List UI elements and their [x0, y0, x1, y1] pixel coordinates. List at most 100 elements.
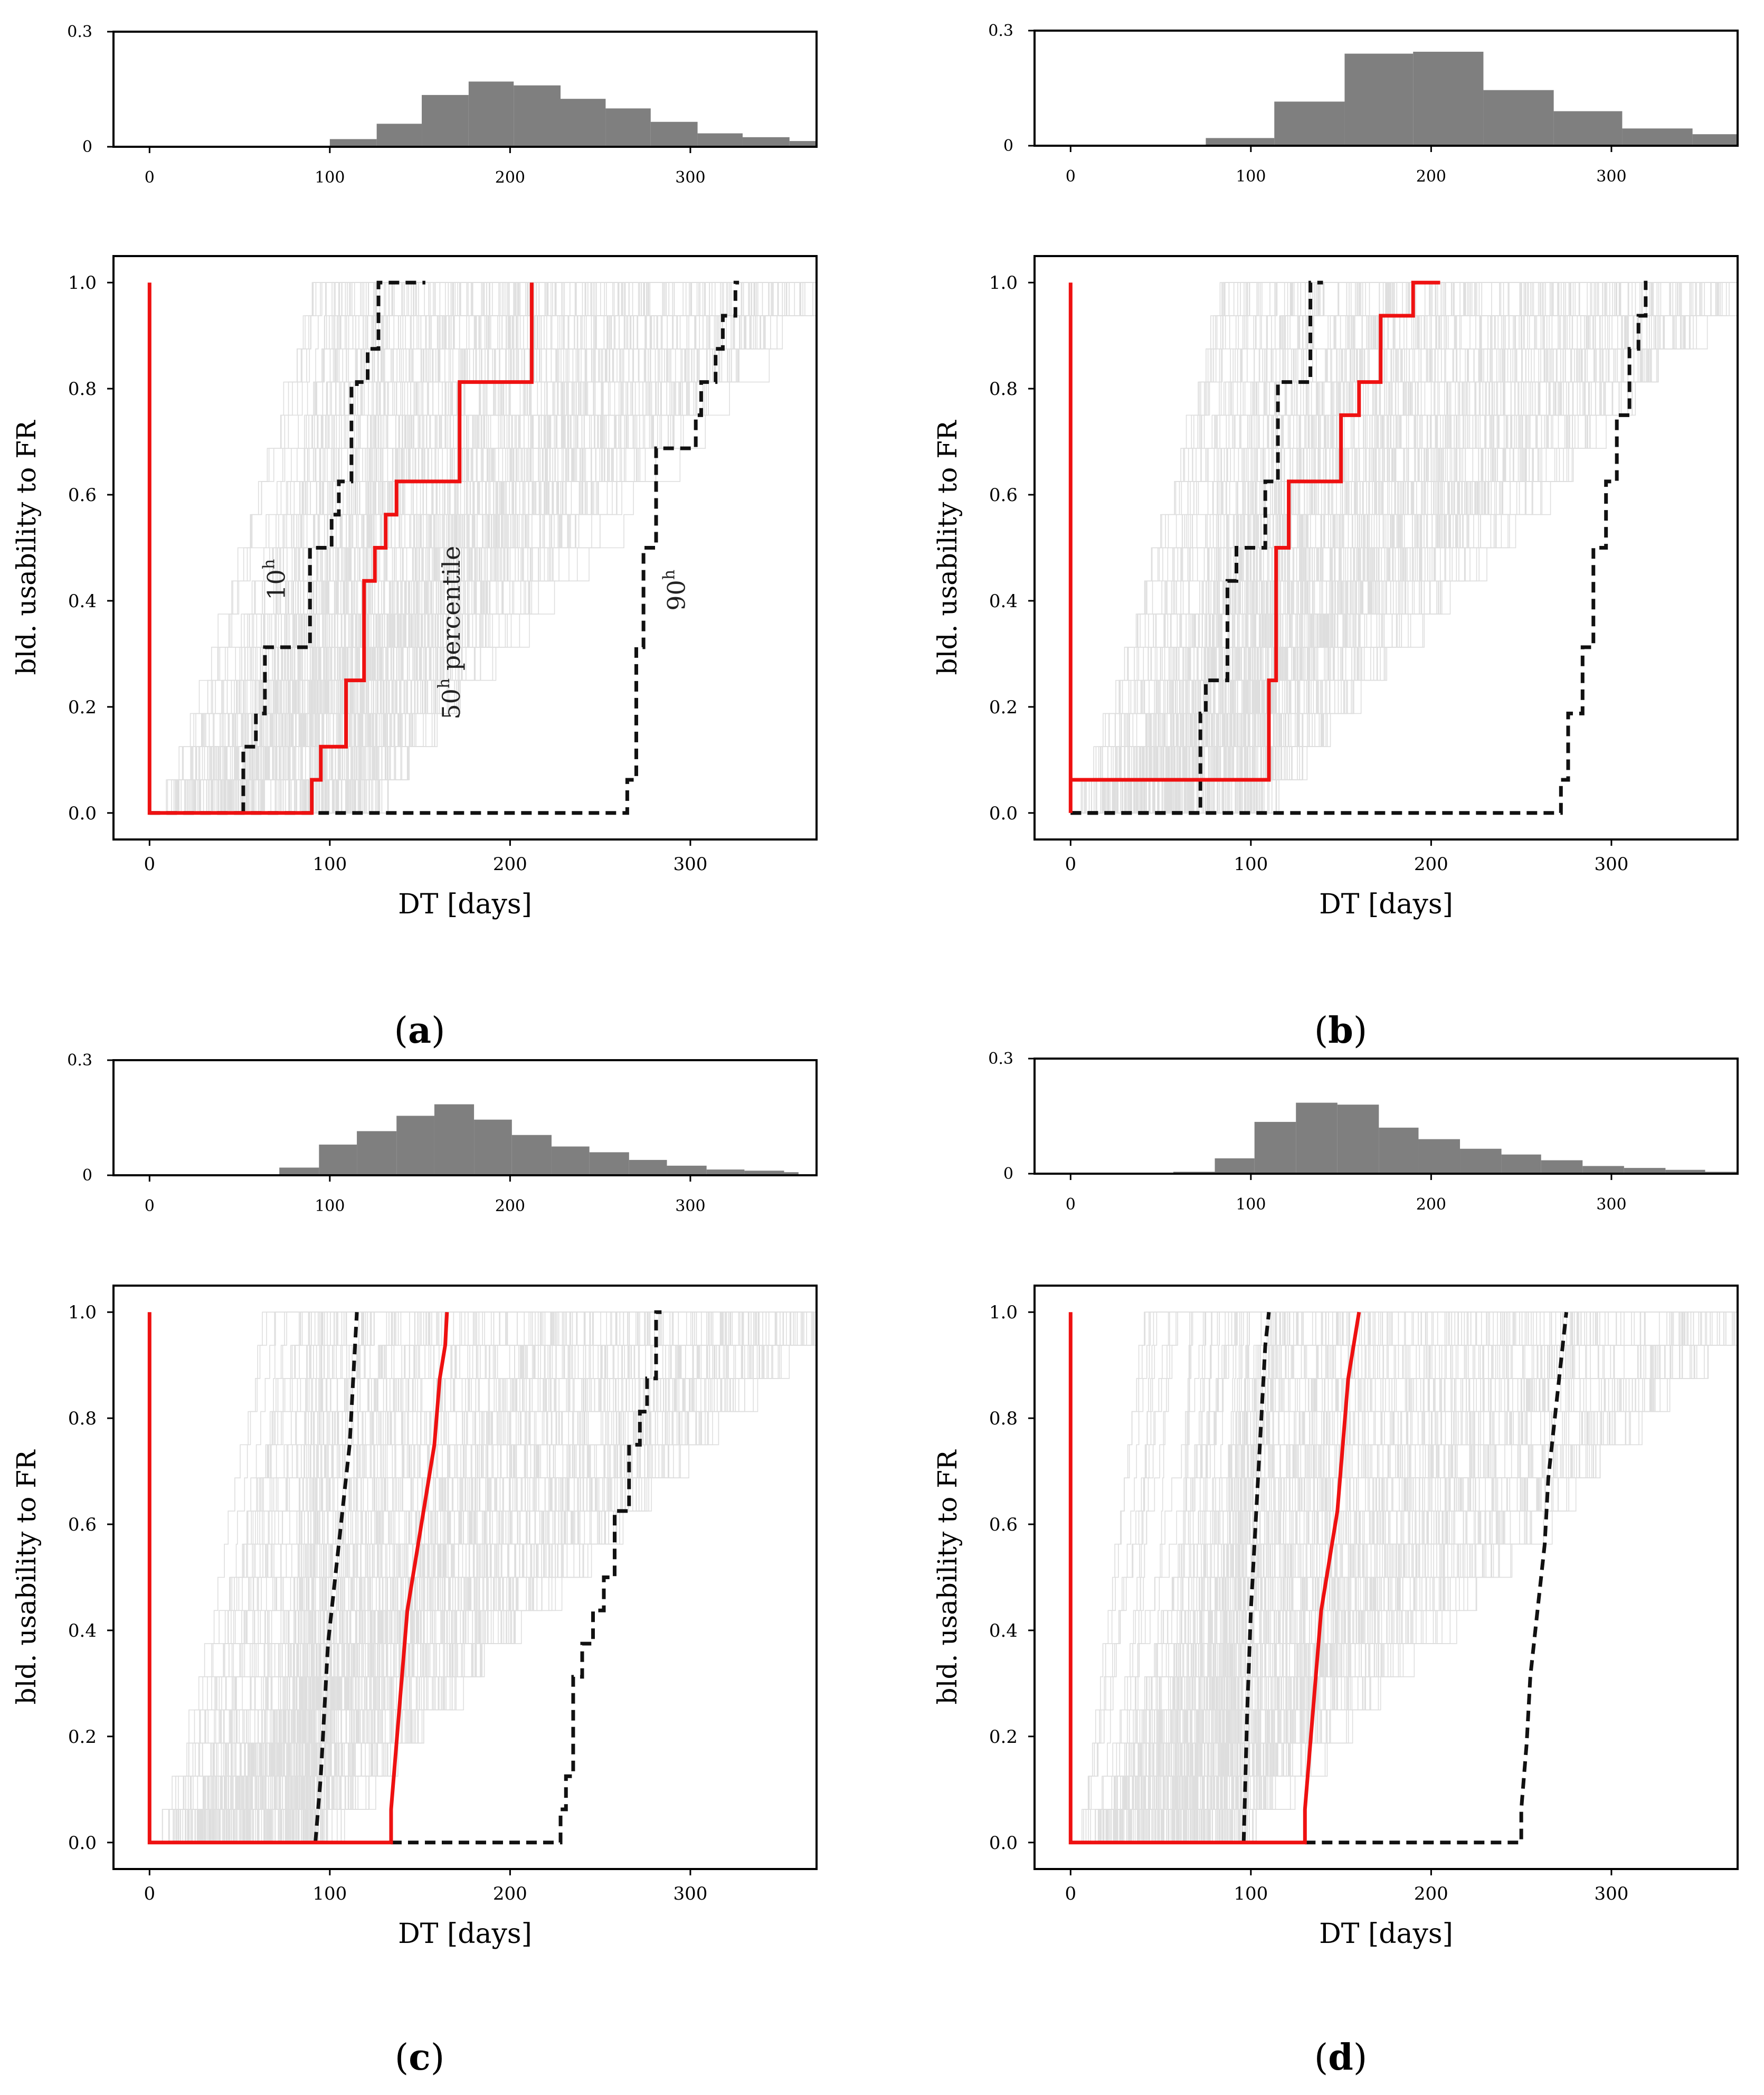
ytick-label: 0.6 — [989, 485, 1018, 506]
trace-line — [1070, 1311, 1738, 1843]
histogram-bar — [396, 1116, 434, 1175]
histogram-xtick-label: 100 — [1236, 1195, 1266, 1214]
xtick-label: 200 — [1414, 1883, 1448, 1904]
panel-label-letter: b — [1328, 1009, 1353, 1052]
trace-cloud — [149, 1311, 817, 1843]
histogram-bar — [1624, 1168, 1666, 1174]
histogram-bar — [1206, 138, 1275, 146]
histogram-xtick-label: 0 — [145, 1197, 155, 1215]
plot-area — [1068, 280, 1738, 815]
xtick-label: 0 — [144, 854, 155, 875]
panel-label-letter: d — [1328, 2036, 1353, 2079]
histogram-xtick-label: 0 — [145, 168, 155, 187]
main-plot: 0.0 0.2 0.4 0.6 0.8 1.0 0 100 200 300 DT [days] bld… — [932, 1285, 1739, 1950]
xtick-label: 100 — [312, 854, 347, 875]
xtick-label: 200 — [1414, 854, 1448, 875]
percentile-annotation: 50h percentile — [435, 546, 466, 720]
histogram-bar — [434, 1104, 475, 1175]
histogram-bar — [706, 1169, 745, 1175]
histogram-bar — [1215, 1158, 1255, 1174]
annotation-number: 90 — [662, 580, 691, 611]
trace-line — [149, 1311, 817, 1843]
histogram-bar — [561, 99, 606, 147]
histogram-bar — [1553, 111, 1623, 146]
histogram-bar — [1541, 1160, 1583, 1174]
trace-line — [1070, 1311, 1738, 1843]
trace-line — [1070, 282, 1738, 814]
percentile-line — [391, 1310, 662, 1845]
y-axis-label: bld. usability to FR — [932, 1449, 963, 1704]
histogram-bar — [650, 121, 698, 147]
panel-label: (d) — [1314, 2036, 1368, 2079]
histogram-ytick-label: 0 — [1003, 137, 1013, 155]
panel-label-open: ( — [1314, 2037, 1329, 2079]
annotation-superscript: h — [260, 559, 278, 569]
histogram-bar — [697, 133, 743, 147]
xtick-label: 100 — [1234, 854, 1268, 875]
annotation-number: 50 — [437, 688, 466, 720]
ytick-label: 0.4 — [989, 591, 1018, 612]
trace-cloud — [1070, 282, 1738, 814]
trace-line — [1070, 282, 1738, 814]
panel-label-open: ( — [394, 1010, 408, 1052]
annotation-superscript: h — [660, 570, 679, 580]
median-line — [147, 282, 534, 815]
plot-frame — [1033, 1285, 1739, 1870]
histogram-xtick-label: 300 — [675, 1197, 705, 1215]
histogram-bar — [319, 1144, 357, 1175]
histogram-ytick-label: 0.3 — [67, 23, 92, 41]
histogram-xtick-label: 200 — [495, 168, 525, 187]
panel-label: (a) — [394, 1009, 445, 1052]
histogram-bar — [629, 1159, 667, 1175]
histogram-bar — [1622, 128, 1693, 146]
histogram-bar — [1344, 53, 1414, 146]
histogram-frame — [112, 1059, 818, 1176]
ytick-label: 0.8 — [68, 379, 97, 400]
panel-label-close: ) — [431, 1010, 445, 1052]
panel-b: 0 0.3 0 100 200 300 0.0 0.2 0.4 0.6 0.8 1.0 0 100 200 3… — [932, 22, 1739, 1052]
histogram-xtick-label: 300 — [1596, 1195, 1626, 1214]
histogram: 0 0.3 0 100 200 300 — [988, 22, 1739, 186]
panel-label-letter: c — [409, 2036, 430, 2079]
percentile-line — [1070, 280, 1648, 815]
histogram-bars — [1206, 51, 1738, 146]
panel-label-close: ) — [1353, 2037, 1368, 2079]
trace-line — [149, 282, 817, 814]
histogram-xtick-label: 300 — [675, 168, 705, 187]
main-plot: 0.0 0.2 0.4 0.6 0.8 1.0 0 100 200 300 DT [days] bld… — [11, 1285, 818, 1950]
y-axis-label: bld. usability to FR — [11, 1449, 42, 1704]
xtick-label: 100 — [312, 1883, 347, 1904]
panel-label-close: ) — [431, 2037, 445, 2079]
xtick-label: 200 — [493, 1883, 527, 1904]
histogram-bar — [1460, 1148, 1502, 1174]
xtick-label: 0 — [144, 1883, 155, 1904]
xtick-label: 300 — [673, 854, 707, 875]
ytick-label: 0.2 — [68, 697, 97, 718]
histogram-bar — [589, 1152, 629, 1175]
percentile-line — [314, 1312, 359, 1843]
histogram-bar — [422, 95, 469, 147]
trace-line — [1070, 1311, 1738, 1843]
histogram-bar — [744, 1171, 784, 1175]
trace-cloud — [149, 282, 817, 814]
histogram-bar — [474, 1119, 512, 1175]
histogram-bar — [605, 108, 651, 147]
xtick-label: 300 — [1594, 854, 1628, 875]
percentile-line — [241, 280, 425, 813]
histogram-ytick-label: 0 — [82, 138, 92, 156]
histogram-xtick-label: 100 — [1236, 167, 1266, 186]
ytick-label: 0.6 — [989, 1514, 1018, 1535]
median-line — [1068, 1311, 1361, 1845]
histogram-bar — [329, 139, 377, 147]
ytick-label: 0.4 — [989, 1620, 1018, 1641]
histogram-bars — [1173, 1102, 1738, 1174]
histogram-bar — [1274, 101, 1345, 146]
plot-frame — [112, 1285, 818, 1870]
trace-line — [149, 282, 817, 814]
xtick-label: 200 — [493, 854, 527, 875]
ytick-label: 1.0 — [989, 272, 1018, 294]
x-axis-label: DT [days] — [1319, 1918, 1453, 1950]
panel-label: (b) — [1314, 1009, 1368, 1052]
histogram-xtick-label: 0 — [1066, 167, 1076, 186]
